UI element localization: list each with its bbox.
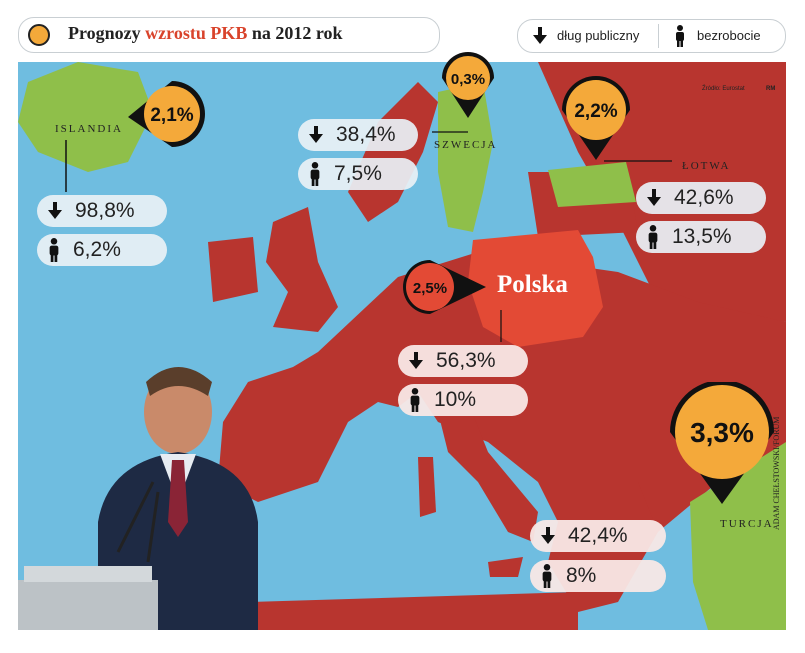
country-label-szwecja: SZWECJA [434, 139, 498, 151]
debt-value-lotwa: 42,6% [674, 186, 734, 209]
unemployment-stat-turcja: 8% [530, 560, 666, 592]
country-label-polska: Polska [497, 271, 568, 298]
legend-debt-label: dług publiczny [557, 28, 640, 43]
person-icon [310, 162, 320, 186]
title-part2: na 2012 rok [247, 23, 343, 43]
gdp-pin-islandia: 2,1% [128, 81, 205, 147]
debt-value-polska: 56,3% [436, 349, 496, 372]
country-label-turcja: TURCJA [720, 518, 774, 530]
arrow-down-icon [409, 352, 423, 369]
country-label-lotwa: ŁOTWA [682, 160, 731, 172]
arrow-down-icon [309, 126, 323, 143]
title-bullet-icon [28, 24, 50, 46]
gdp-value-polska: 2,5% [413, 280, 447, 297]
gdp-value-szwecja: 0,3% [451, 71, 485, 88]
gdp-pin-turcja: 3,3% [670, 382, 774, 504]
unemployment-value-szwecja: 7,5% [334, 162, 382, 185]
unemployment-stat-szwecja: 7,5% [298, 158, 418, 190]
unemployment-value-lotwa: 13,5% [672, 225, 732, 248]
debt-stat-lotwa: 42,6% [636, 182, 766, 214]
title-pill [18, 17, 440, 53]
legend-divider [658, 24, 659, 48]
person-icon [49, 238, 59, 262]
unemployment-stat-islandia: 6,2% [37, 234, 167, 266]
unemployment-value-polska: 10% [434, 388, 477, 411]
gdp-pin-szwecja: 0,3% [442, 52, 494, 118]
title-part1: Prognozy [68, 23, 146, 43]
unemployment-value-islandia: 6,2% [73, 238, 121, 261]
page-title: Prognozy wzrostu PKB na 2012 rok [68, 23, 343, 44]
arrow-down-icon [48, 202, 62, 219]
unemployment-stat-polska: 10% [398, 384, 528, 416]
person-icon [648, 225, 658, 249]
title-highlight: wzrostu PKB [145, 23, 248, 43]
speaker-photo [18, 367, 258, 630]
debt-stat-polska: 56,3% [398, 345, 528, 377]
unemployment-value-turcja: 8% [566, 564, 597, 587]
legend-arrow-down-icon [533, 27, 547, 44]
debt-value-szwecja: 38,4% [336, 123, 396, 146]
country-label-islandia: ISLANDIA [55, 123, 123, 135]
gdp-pin-lotwa: 2,2% [562, 76, 630, 160]
debt-stat-islandia: 98,8% [37, 195, 167, 227]
arrow-down-icon [541, 527, 555, 544]
arrow-down-icon [647, 189, 661, 206]
unemployment-stat-lotwa: 13,5% [636, 221, 766, 253]
debt-stat-turcja: 42,4% [530, 520, 666, 552]
legend-unemployment-label: bezrobocie [697, 28, 761, 43]
debt-stat-szwecja: 38,4% [298, 119, 418, 151]
gdp-value-islandia: 2,1% [150, 105, 193, 126]
author-initials: RM [766, 86, 776, 92]
debt-value-islandia: 98,8% [75, 199, 135, 222]
person-icon [542, 564, 552, 588]
debt-value-turcja: 42,4% [568, 524, 628, 547]
gdp-pin-polska: 2,5% [403, 260, 486, 314]
gdp-value-lotwa: 2,2% [574, 101, 617, 122]
legend-pill [517, 19, 786, 53]
source-text: Źródło: Eurostat [702, 86, 745, 92]
person-icon [410, 388, 420, 412]
gdp-value-turcja: 3,3% [690, 417, 754, 448]
legend-person-icon [676, 25, 684, 47]
